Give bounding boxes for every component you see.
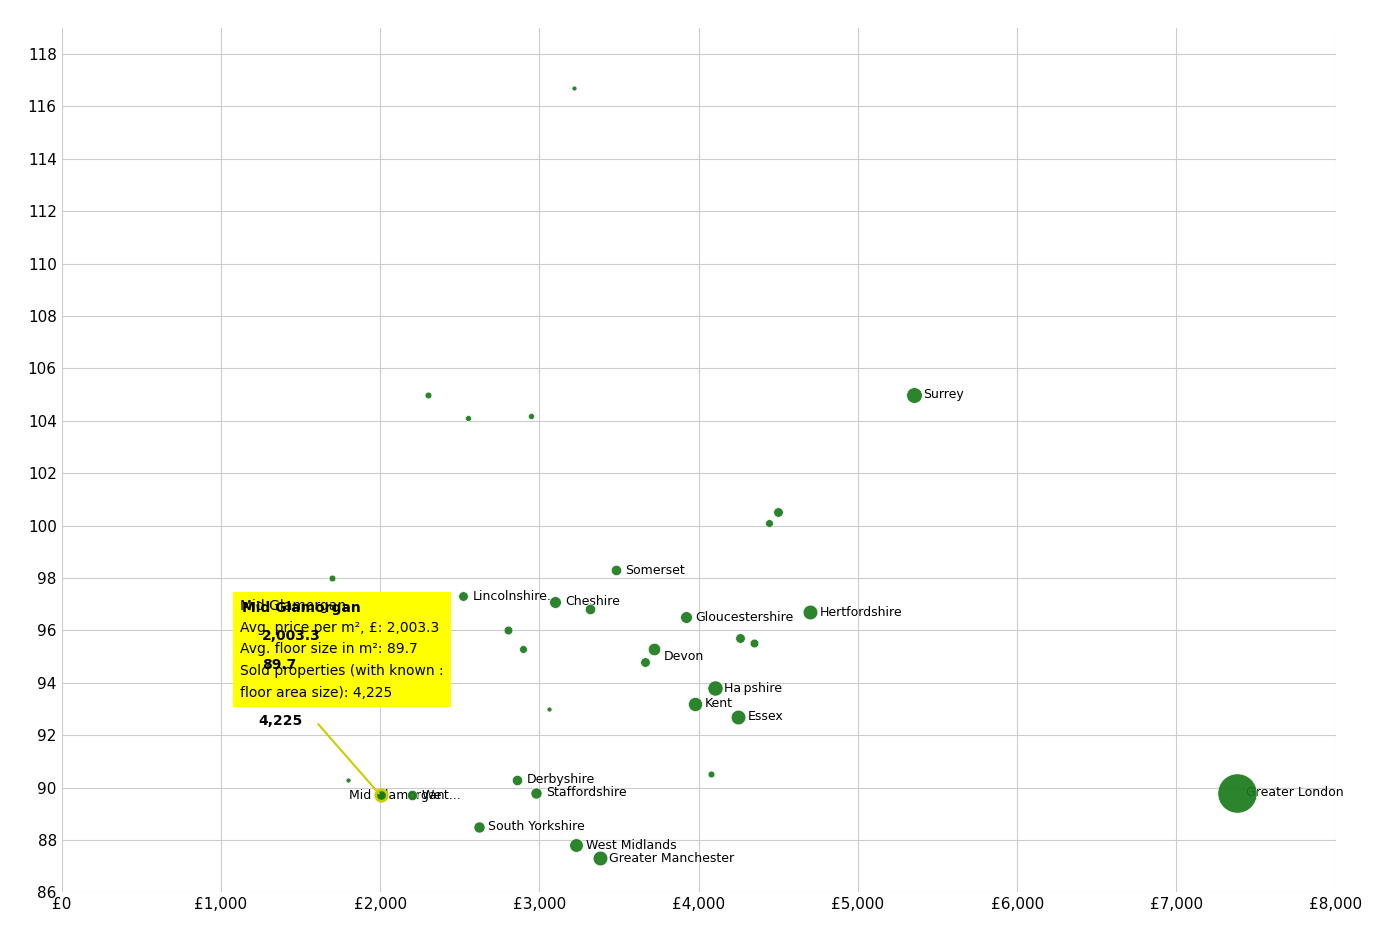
Point [538,701,560,716]
Text: Lincolnshire...: Lincolnshire... [473,589,559,603]
Text: Gloucestershire: Gloucestershire [695,611,794,624]
Text: Mid Glamorgan
Avg. price per m², £: 2,003.3
Avg. floor size in m²: 89.7
Sold pro: Mid Glamorgan Avg. price per m², £: 2,00… [240,599,443,699]
Point [400,788,423,803]
Text: Ha pshire: Ha pshire [724,682,783,695]
Text: Somerset: Somerset [626,564,685,576]
Point [1226,785,1248,800]
Point [520,408,542,423]
Text: Mid Glamorgan: Mid Glamorgan [349,789,445,802]
Text: Devon: Devon [663,650,703,663]
Text: Essex: Essex [748,711,784,723]
Point [767,505,790,520]
Text: Kent: Kent [705,697,733,711]
Text: We t...: We t... [421,789,460,802]
Point [321,571,343,586]
Point [513,641,535,656]
Text: Cheshire: Cheshire [564,595,620,608]
Point [701,767,723,782]
Point [634,654,656,669]
Point [674,610,696,625]
Point [799,604,821,619]
Point [728,631,751,646]
Text: 89.7: 89.7 [263,658,296,671]
Point [580,602,602,617]
Text: Staffordshire: Staffordshire [546,786,627,799]
Point [545,594,567,609]
Point [644,641,666,656]
Point [902,387,924,402]
Point [338,772,360,787]
Point [468,820,491,835]
Point [744,636,766,651]
Point [727,710,749,725]
Text: West Midlands: West Midlands [585,838,676,852]
Text: Mid Glamorgan: Mid Glamorgan [242,601,361,615]
Point [370,788,392,803]
Text: Hertfordshire: Hertfordshire [820,605,902,619]
Point [506,772,528,787]
Point [684,697,706,712]
Point [456,411,478,426]
Text: South Yorkshire: South Yorkshire [488,821,585,834]
Point [758,515,780,530]
Point [525,785,548,800]
Point [589,851,612,866]
Text: 2,003.3: 2,003.3 [261,629,320,643]
Point [452,588,474,603]
Text: Greater Manchester: Greater Manchester [609,852,734,865]
Text: Derbyshire: Derbyshire [527,774,595,786]
Point [417,387,439,402]
Point [564,838,587,853]
Point [496,623,518,638]
Point [605,562,627,577]
Text: Greater London: Greater London [1247,786,1344,799]
Point [703,681,726,696]
Text: 4,225: 4,225 [259,714,302,728]
Text: Surrey: Surrey [923,388,963,401]
Point [563,81,585,96]
